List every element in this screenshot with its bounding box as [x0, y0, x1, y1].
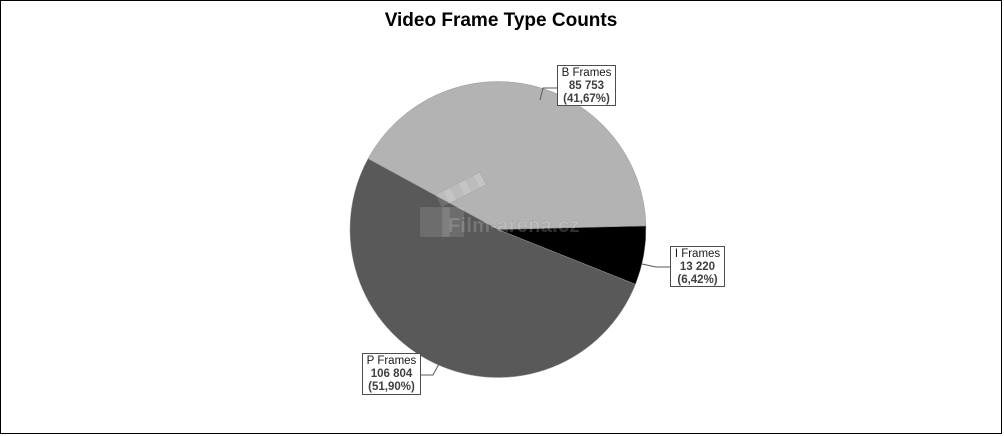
- svg-text:Film-arena.cz: Film-arena.cz: [448, 215, 580, 237]
